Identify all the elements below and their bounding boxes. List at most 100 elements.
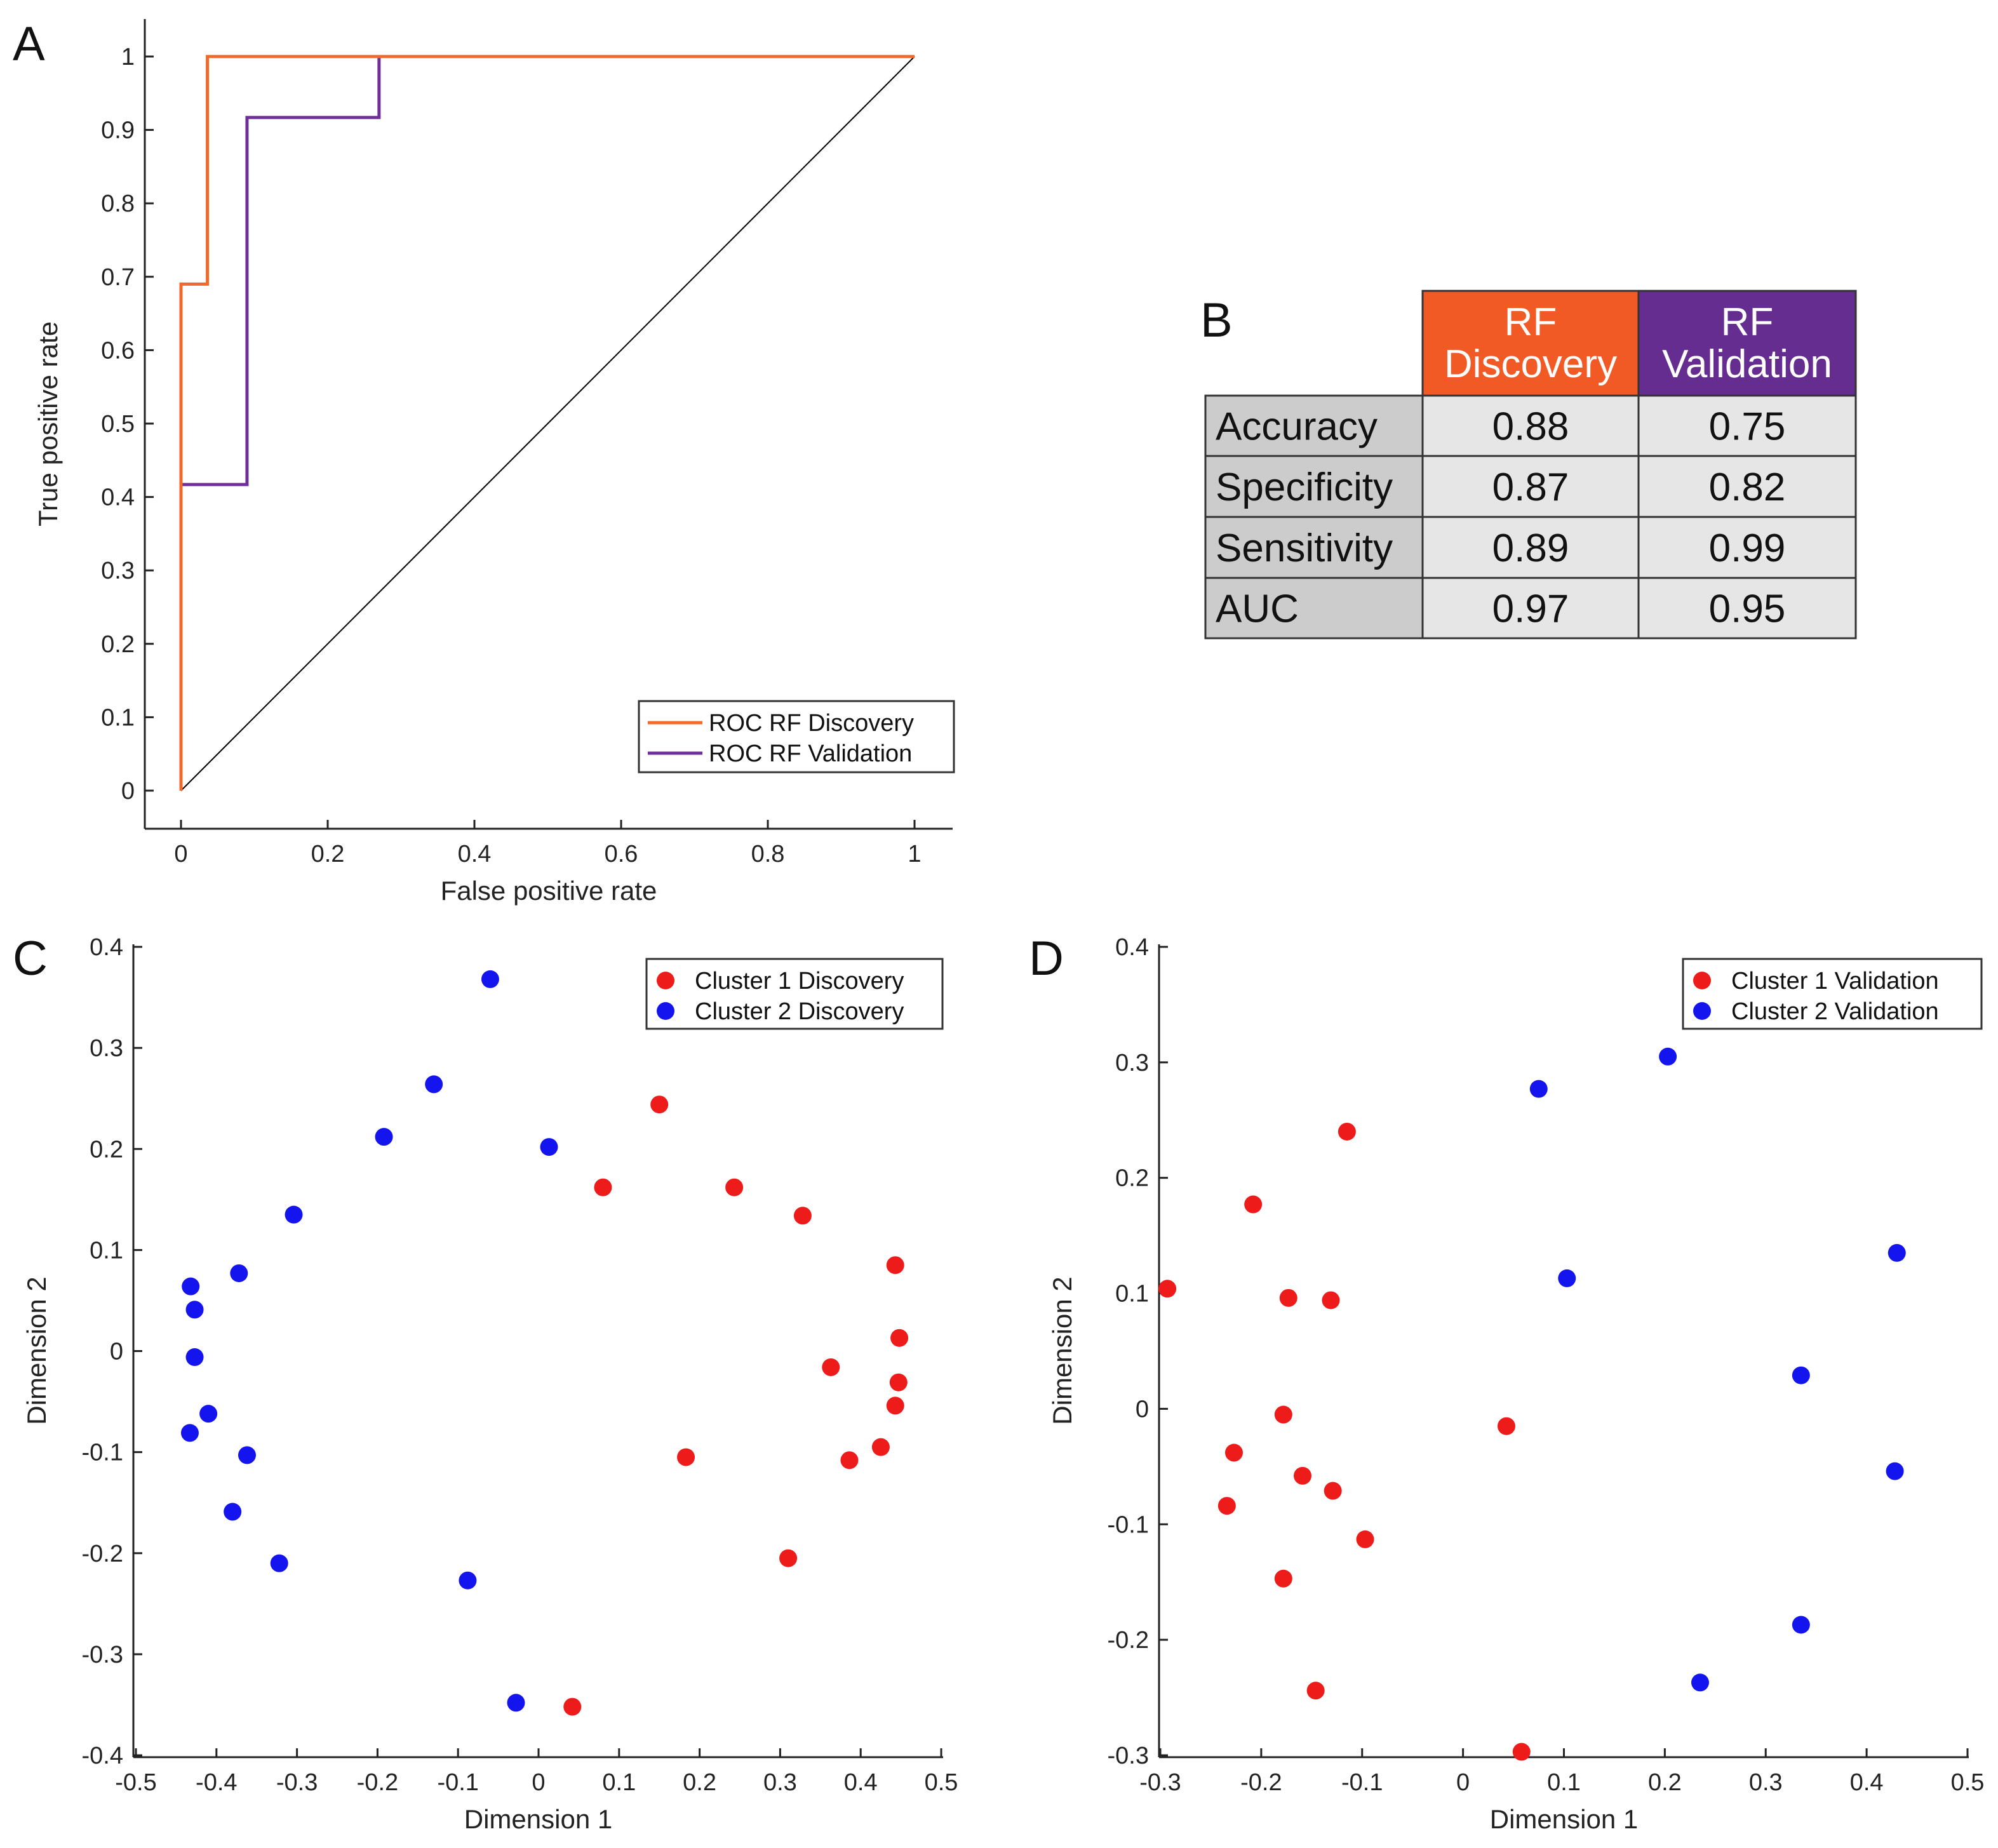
cluster-1-point [871,1438,890,1456]
panel-c-x-tick-label: -0.4 [196,1769,237,1796]
panel-a-x-tick-label: 0.6 [605,841,638,867]
discovery-value: 0.88 [1492,405,1569,449]
panel-d-y-tick-label: -0.3 [1108,1743,1149,1769]
cluster-2-point [1792,1366,1810,1384]
panel-d-y-tick-label: 0.3 [1115,1050,1149,1076]
cluster-1-point [1356,1530,1374,1548]
cluster-2-point [230,1264,248,1282]
cluster-2-point [481,970,499,988]
panel-d-x-tick-label: 0.1 [1547,1769,1581,1796]
discovery-value: 0.97 [1492,587,1569,631]
panel-d-x-tick-label: 0.4 [1850,1769,1884,1796]
validation-value-cell [1637,394,1857,457]
cluster-1-point [650,1095,669,1114]
panel-d-x-axis-label: Dimension 1 [1490,1804,1638,1834]
panel-a-letter: A [13,17,45,71]
cluster-1-point [1274,1569,1292,1588]
cluster-2-point [238,1446,256,1464]
panel-c-legend-entry: Cluster 2 Discovery [695,998,904,1025]
discovery-value-cell [1421,577,1640,639]
panel-a-x-tick-label: 0.8 [751,841,785,867]
cluster-1-point [725,1178,744,1196]
panel-c-y-tick-label: -0.1 [82,1440,123,1466]
cluster-2-point [285,1205,303,1224]
panel-c-x-tick-label: 0.2 [683,1769,716,1796]
discovery-value: 0.87 [1492,465,1569,509]
cluster-2-point [224,1503,242,1521]
cluster-1-point [840,1451,859,1470]
panel-d-letter: D [1029,932,1064,986]
cluster-2-point [182,1277,200,1296]
panel-d-legend-marker-swatch [1693,972,1711,989]
header-label: RF [1721,300,1774,344]
panel-a-y-tick-label: 1 [121,44,135,70]
cluster-1-point [886,1396,904,1415]
validation-value-cell [1637,516,1857,579]
panel-d-legend-marker-swatch [1693,1002,1711,1020]
panel-c-y-tick-label: -0.3 [82,1642,123,1668]
panel-d-y-tick-label: 0.1 [1115,1281,1149,1308]
cluster-2-point [459,1571,477,1590]
cluster-2-point [185,1301,204,1319]
panel-a-legend-entry: ROC RF Validation [709,740,912,767]
panel-c-x-tick-label: -0.3 [276,1769,318,1796]
cluster-1-point [563,1697,582,1716]
header-cell-validation [1637,290,1857,397]
panel-a-y-tick-label: 0.8 [101,191,135,217]
cluster-2-point [1886,1462,1904,1480]
cluster-1-point [1324,1482,1342,1500]
panel-b-letter: B [1200,293,1233,347]
panel-c-x-tick-label: -0.5 [115,1769,156,1796]
panel-c-x-tick-label: 0 [532,1769,545,1796]
panel-d-x-tick-label: -0.1 [1341,1769,1383,1796]
cluster-1-point [677,1448,695,1466]
panel-c-letter: C [13,932,48,986]
panel-c-x-tick-label: 0.5 [925,1769,958,1796]
header-label: RF [1505,300,1557,344]
cluster-2-point [540,1138,558,1156]
panel-d-y-tick-label: 0.4 [1115,934,1149,961]
panel-c-y-tick-label: 0.2 [90,1136,123,1163]
cluster-2-point [180,1424,199,1442]
panel-a-x-tick-label: 0 [174,841,187,867]
cluster-2-point [1792,1616,1810,1634]
validation-value: 0.75 [1709,405,1786,449]
cluster-2-point [1558,1269,1576,1287]
panel-d-legend-box [1682,958,1983,1030]
cluster-1-point [1306,1682,1325,1700]
panel-a-roc-plot: A 0 0.2 0.4 0.6 0.8 1 0 0.1 0.2 0.3 0.4 0.5 0.6 0.7 0.8… [13,17,955,906]
cluster-2-point [1529,1080,1548,1098]
panel-c-legend-marker-swatch [657,972,674,989]
panel-d-x-tick-label: 0.2 [1648,1769,1682,1796]
cluster-2-point [185,1348,204,1367]
panel-a-x-tick-label: 0.2 [311,841,345,867]
cluster-1-point [1322,1291,1340,1309]
panel-c-discovery-scatter: C-0.5 -0.4 -0.3 -0.2 -0.1 0 0.1 0.2 0.3 0.4 0.5-0.… [13,932,958,1834]
row-label: Sensitivity [1216,526,1393,570]
panel-a-y-tick-label: 0.5 [101,411,135,438]
row-label: AUC [1216,587,1299,631]
cluster-2-point [375,1128,393,1146]
cluster-1-point [1294,1466,1312,1485]
cluster-1-point [779,1549,798,1567]
panel-a-y-tick-label: 0.1 [101,704,135,731]
panel-a-y-tick-label: 0.3 [101,558,135,584]
header-cell-discovery [1421,290,1640,397]
panel-d-y-tick-label: 0.2 [1115,1165,1149,1192]
cluster-1-point [1244,1195,1263,1214]
roc-discovery-line [179,55,915,791]
panel-c-y-tick-label: 0.1 [90,1237,123,1264]
cluster-1-point [1338,1122,1356,1141]
panel-c-x-tick-label: 0.4 [844,1769,878,1796]
panel-a-y-tick-label: 0.4 [101,485,135,511]
panel-c-x-axis-label: Dimension 1 [464,1804,612,1834]
row-label: Accuracy [1216,405,1378,449]
panel-d-validation-scatter: D -0.3 -0.2 -0.1 0 0.1 0.2 0.3 0.4 0.5 -0.3 -0.2 -0.… [1029,932,1984,1834]
panel-d-x-tick-label: 0.5 [1951,1769,1985,1796]
validation-value: 0.95 [1709,587,1786,631]
panel-a-y-tick-label: 0.6 [101,337,135,364]
panel-c-x-tick-label: 0.3 [763,1769,797,1796]
panel-d-y-tick-label: 0 [1136,1396,1149,1423]
panel-c-y-axis-label: Dimension 2 [22,1276,51,1424]
